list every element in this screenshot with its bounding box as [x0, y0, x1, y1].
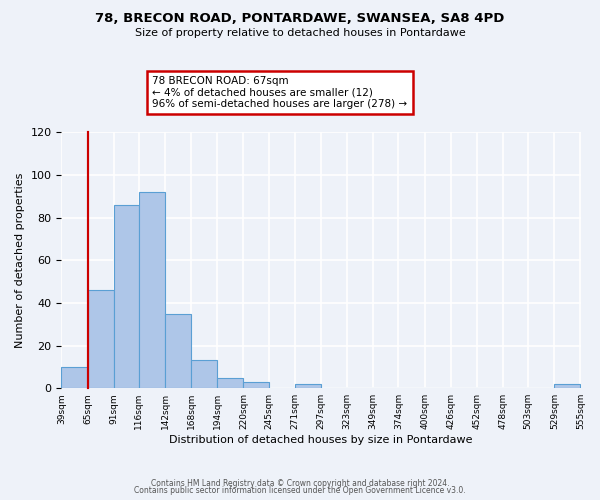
Text: 78 BRECON ROAD: 67sqm
← 4% of detached houses are smaller (12)
96% of semi-detac: 78 BRECON ROAD: 67sqm ← 4% of detached h…	[152, 76, 407, 109]
Text: 78, BRECON ROAD, PONTARDAWE, SWANSEA, SA8 4PD: 78, BRECON ROAD, PONTARDAWE, SWANSEA, SA…	[95, 12, 505, 26]
Bar	[114, 204, 139, 388]
Y-axis label: Number of detached properties: Number of detached properties	[15, 172, 25, 348]
Text: Contains HM Land Registry data © Crown copyright and database right 2024.: Contains HM Land Registry data © Crown c…	[151, 478, 449, 488]
Bar	[217, 378, 244, 388]
Bar	[244, 382, 269, 388]
Bar	[165, 314, 191, 388]
Bar	[88, 290, 114, 388]
Bar	[61, 367, 88, 388]
X-axis label: Distribution of detached houses by size in Pontardawe: Distribution of detached houses by size …	[169, 435, 473, 445]
Text: Contains public sector information licensed under the Open Government Licence v3: Contains public sector information licen…	[134, 486, 466, 495]
Text: Size of property relative to detached houses in Pontardawe: Size of property relative to detached ho…	[134, 28, 466, 38]
Bar	[295, 384, 321, 388]
Bar	[139, 192, 165, 388]
Bar	[554, 384, 580, 388]
Bar	[191, 360, 217, 388]
